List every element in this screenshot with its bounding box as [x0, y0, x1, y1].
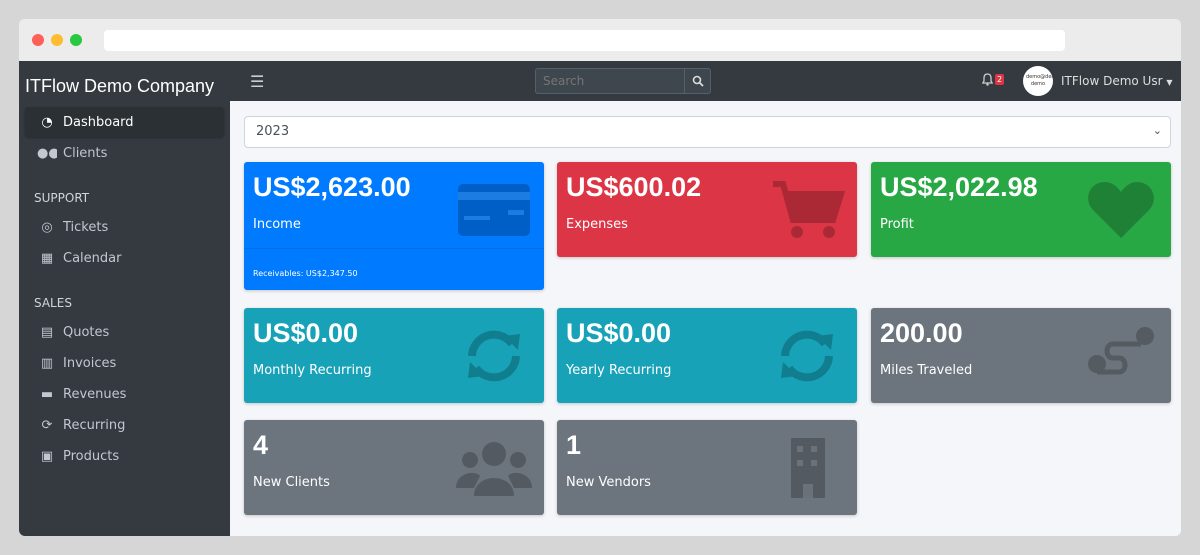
sidebar-item-invoices[interactable]: ▥ Invoices [25, 348, 224, 378]
card-label: Profit [880, 217, 914, 232]
sidebar-item-label: Invoices [63, 355, 117, 371]
income-card[interactable]: US$2,623.00 Income Receivables: US$2,347… [244, 162, 544, 290]
card-label: New Vendors [566, 475, 651, 490]
caret-down-icon: ▼ [1166, 78, 1173, 87]
browser-titlebar [19, 19, 1181, 61]
notification-badge: 2 [995, 74, 1005, 85]
sidebar-item-quotes[interactable]: ▤ Quotes [25, 317, 224, 347]
search-form [535, 68, 711, 94]
card-value: 4 [253, 430, 269, 460]
monthly-recurring-card[interactable]: US$0.00 Monthly Recurring [244, 308, 544, 403]
life-ring-icon: ◎ [41, 219, 53, 235]
card-label: New Clients [253, 475, 330, 490]
address-bar[interactable] [104, 30, 1065, 51]
year-select-value: 2023 [256, 124, 290, 139]
year-select[interactable]: 2023 ⌄ [244, 116, 1171, 148]
credit-card-icon [458, 184, 530, 236]
receivables-footer: Receivables: US$2,347.50 [244, 248, 544, 290]
box-icon: ▣ [40, 448, 54, 464]
miles-traveled-card[interactable]: 200.00 Miles Traveled [871, 308, 1171, 403]
card-value: US$0.00 [566, 318, 672, 348]
brand-link[interactable]: ITFlow Demo Company [25, 76, 215, 96]
card-value: 200.00 [880, 318, 963, 348]
card-value: US$0.00 [253, 318, 359, 348]
route-icon [1088, 327, 1154, 375]
sidebar-item-tickets[interactable]: ◎ Tickets [25, 212, 224, 242]
minimize-window-button[interactable] [51, 34, 63, 46]
nav-header-sales: SALES [34, 296, 72, 310]
card-value: US$2,623.00 [253, 172, 411, 202]
sidebar-item-label: Clients [63, 145, 108, 161]
sidebar-item-label: Quotes [63, 324, 110, 340]
sidebar-item-recurring[interactable]: ⟳ Recurring [25, 410, 224, 440]
notifications-button[interactable]: 2 [982, 73, 1005, 86]
card-label: Income [253, 217, 301, 232]
search-input[interactable] [535, 68, 684, 94]
yearly-recurring-card[interactable]: US$0.00 Yearly Recurring [557, 308, 857, 403]
profit-card[interactable]: US$2,022.98 Profit [871, 162, 1171, 257]
expenses-card[interactable]: US$600.02 Expenses [557, 162, 857, 257]
sidebar-item-clients[interactable]: ●● Clients [25, 138, 224, 168]
sidebar-item-label: Tickets [63, 219, 109, 235]
card-label: Yearly Recurring [566, 363, 672, 378]
user-menu[interactable]: ITFlow Demo Usr ▼ [1061, 74, 1173, 88]
browser-window: ITFlow Demo Company ◔ Dashboard ●● Clients… [19, 19, 1181, 536]
users-icon: ●● [37, 145, 57, 161]
top-navbar: ☰ 2 demo@demo demo ITFlow Demo Usr ▼ [230, 61, 1181, 101]
sidebar-item-label: Dashboard [63, 114, 134, 130]
close-window-button[interactable] [32, 34, 44, 46]
avatar[interactable]: demo@demo demo [1023, 66, 1053, 96]
sidebar-item-dashboard[interactable]: ◔ Dashboard [25, 107, 224, 137]
main-content: 2023 ⌄ US$2,623.00 Income Receivables: US… [230, 101, 1181, 536]
cart-icon [773, 181, 845, 238]
menu-toggle-icon[interactable]: ☰ [250, 72, 265, 91]
search-icon [692, 75, 704, 87]
sync-icon [468, 330, 520, 382]
sidebar-item-calendar[interactable]: ▦ Calendar [25, 243, 224, 273]
sidebar-item-revenues[interactable]: ▬ Revenues [25, 379, 224, 409]
maximize-window-button[interactable] [70, 34, 82, 46]
new-vendors-card[interactable]: 1 New Vendors [557, 420, 857, 515]
card-value: US$600.02 [566, 172, 702, 202]
new-clients-card[interactable]: 4 New Clients [244, 420, 544, 515]
sync-icon [781, 330, 833, 382]
credit-card-icon: ▬ [40, 386, 54, 402]
card-label: Monthly Recurring [253, 363, 372, 378]
heart-icon [1088, 182, 1154, 238]
sidebar-item-label: Calendar [63, 250, 122, 266]
card-label: Miles Traveled [880, 363, 973, 378]
tachometer-icon: ◔ [41, 114, 53, 130]
bell-icon [982, 73, 993, 86]
sidebar-item-products[interactable]: ▣ Products [25, 441, 224, 471]
card-value: US$2,022.98 [880, 172, 1038, 202]
search-button[interactable] [684, 68, 711, 94]
users-icon [456, 442, 532, 496]
chevron-down-icon: ⌄ [1152, 124, 1162, 137]
nav-header-support: SUPPORT [34, 191, 90, 205]
sidebar-item-label: Revenues [63, 386, 127, 402]
user-name: ITFlow Demo Usr [1061, 74, 1163, 88]
building-icon [791, 438, 825, 498]
invoice-icon: ▥ [40, 355, 54, 371]
sidebar-item-label: Recurring [63, 417, 126, 433]
card-value: 1 [566, 430, 582, 460]
card-label: Expenses [566, 217, 628, 232]
sidebar-item-label: Products [63, 448, 120, 464]
file-icon: ▤ [40, 324, 54, 340]
sync-icon: ⟳ [41, 417, 53, 433]
calendar-icon: ▦ [40, 250, 54, 266]
sidebar: ITFlow Demo Company ◔ Dashboard ●● Clients… [19, 61, 230, 536]
